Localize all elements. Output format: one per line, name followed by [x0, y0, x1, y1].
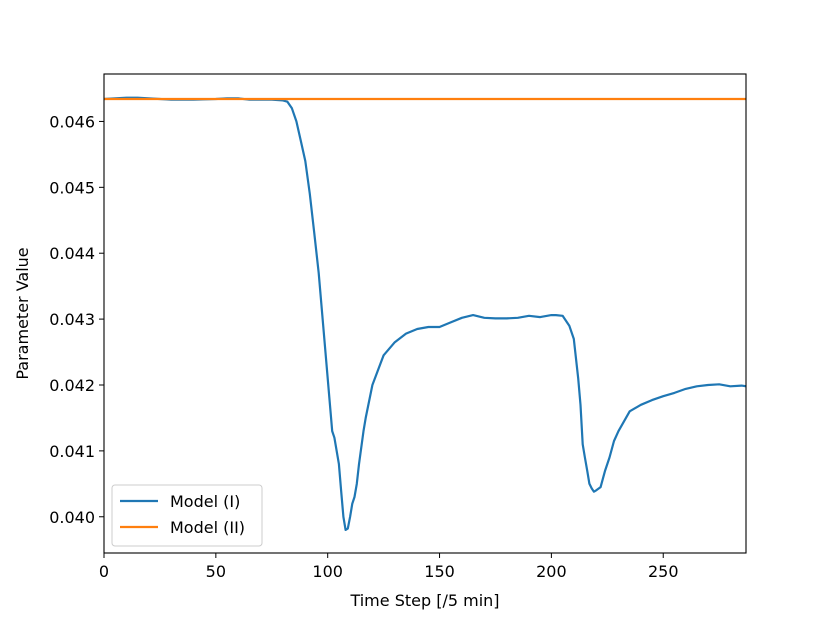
y-tick-label: 0.040 — [49, 508, 95, 527]
series-line-1 — [104, 96, 746, 532]
x-axis-label: Time Step [/5 min] — [349, 591, 499, 610]
y-axis-label: Parameter Value — [13, 247, 32, 379]
x-tick-label: 100 — [312, 562, 343, 581]
x-tick-label: 250 — [648, 562, 679, 581]
x-tick-label: 50 — [206, 562, 226, 581]
plot-frame — [103, 73, 747, 554]
y-tick-label: 0.046 — [49, 112, 95, 131]
y-tick-label: 0.045 — [49, 178, 95, 197]
legend-label-1: Model (I) — [170, 492, 240, 511]
plot-background — [104, 74, 746, 553]
x-axis: 0 50 100 150 200 250 — [99, 553, 679, 581]
x-tick-label: 200 — [536, 562, 567, 581]
x-tick-label: 150 — [424, 562, 455, 581]
legend-items: Model (I) Model (II) — [120, 492, 245, 537]
y-tick-label: 0.043 — [49, 310, 95, 329]
series-layer — [104, 96, 746, 532]
legend: Model (I) Model (II) — [111, 484, 263, 547]
plot-area — [103, 73, 747, 554]
x-tick-label: 0 — [99, 562, 109, 581]
y-tick-label: 0.041 — [49, 442, 95, 461]
legend-label-2: Model (II) — [170, 518, 245, 537]
y-axis: 0.040 0.041 0.042 0.043 0.044 0.045 0.046 — [49, 112, 104, 527]
y-tick-label: 0.042 — [49, 376, 95, 395]
y-tick-label: 0.044 — [49, 244, 95, 263]
